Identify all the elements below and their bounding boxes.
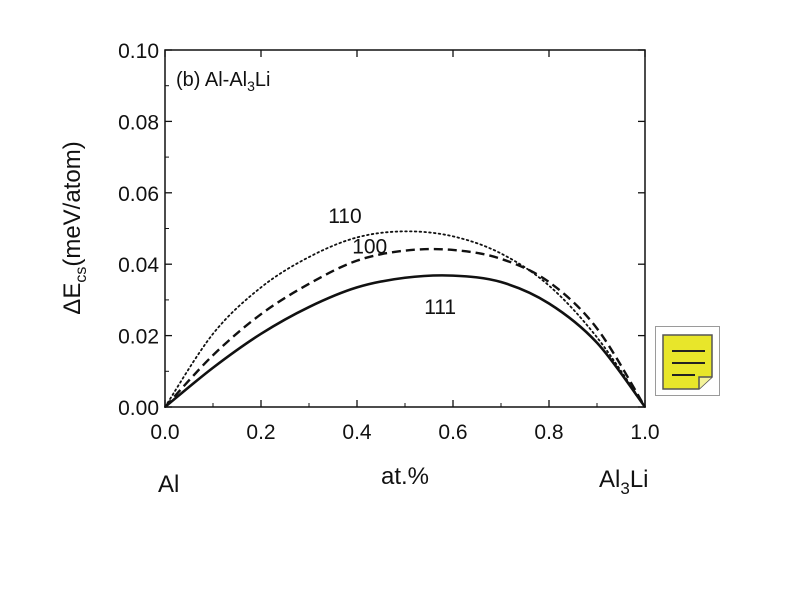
sticky-note-button[interactable] xyxy=(655,326,720,396)
series-line-100 xyxy=(164,247,647,408)
panel-label: (b) Al-Al3Li xyxy=(176,69,271,94)
series-line-111 xyxy=(164,274,647,409)
plot-frame xyxy=(164,49,646,408)
y-tick-label: 0.08 xyxy=(118,111,159,134)
x-tick-labels: 0.0 0.2 0.4 0.6 0.8 1.0 xyxy=(150,421,659,444)
series-label-100: 100 xyxy=(352,235,387,258)
x-end-label-right: Al3Li xyxy=(599,466,649,498)
y-tick-label: 0.10 xyxy=(118,40,159,63)
x-axis-label: at.% xyxy=(381,463,429,490)
y-tick-label: 0.06 xyxy=(118,183,159,206)
x-end-label-left: Al xyxy=(158,471,179,498)
y-tick-labels: 0.00 0.02 0.04 0.06 0.08 0.10 xyxy=(118,40,159,420)
x-tick-label: 0.6 xyxy=(438,421,467,444)
y-tick-label: 0.02 xyxy=(118,326,159,349)
note-icon xyxy=(662,334,713,390)
series-label-111: 111 xyxy=(424,296,456,319)
x-tick-label: 0.4 xyxy=(342,421,372,444)
series-label-110: 110 xyxy=(328,205,361,228)
series-labels: 110 100 111 xyxy=(328,205,456,319)
x-tick-label: 0.2 xyxy=(246,421,275,444)
y-tick-label: 0.04 xyxy=(118,254,159,277)
x-tick-label: 0.0 xyxy=(150,421,179,444)
x-tick-label: 1.0 xyxy=(630,421,659,444)
x-tick-label: 0.8 xyxy=(534,421,563,444)
y-axis-label: ΔEcs(meV/atom) xyxy=(59,141,90,314)
series-lines xyxy=(164,230,647,409)
y-tick-label: 0.00 xyxy=(118,397,159,420)
series-line-110 xyxy=(164,230,646,408)
axis-ticks xyxy=(164,49,646,408)
